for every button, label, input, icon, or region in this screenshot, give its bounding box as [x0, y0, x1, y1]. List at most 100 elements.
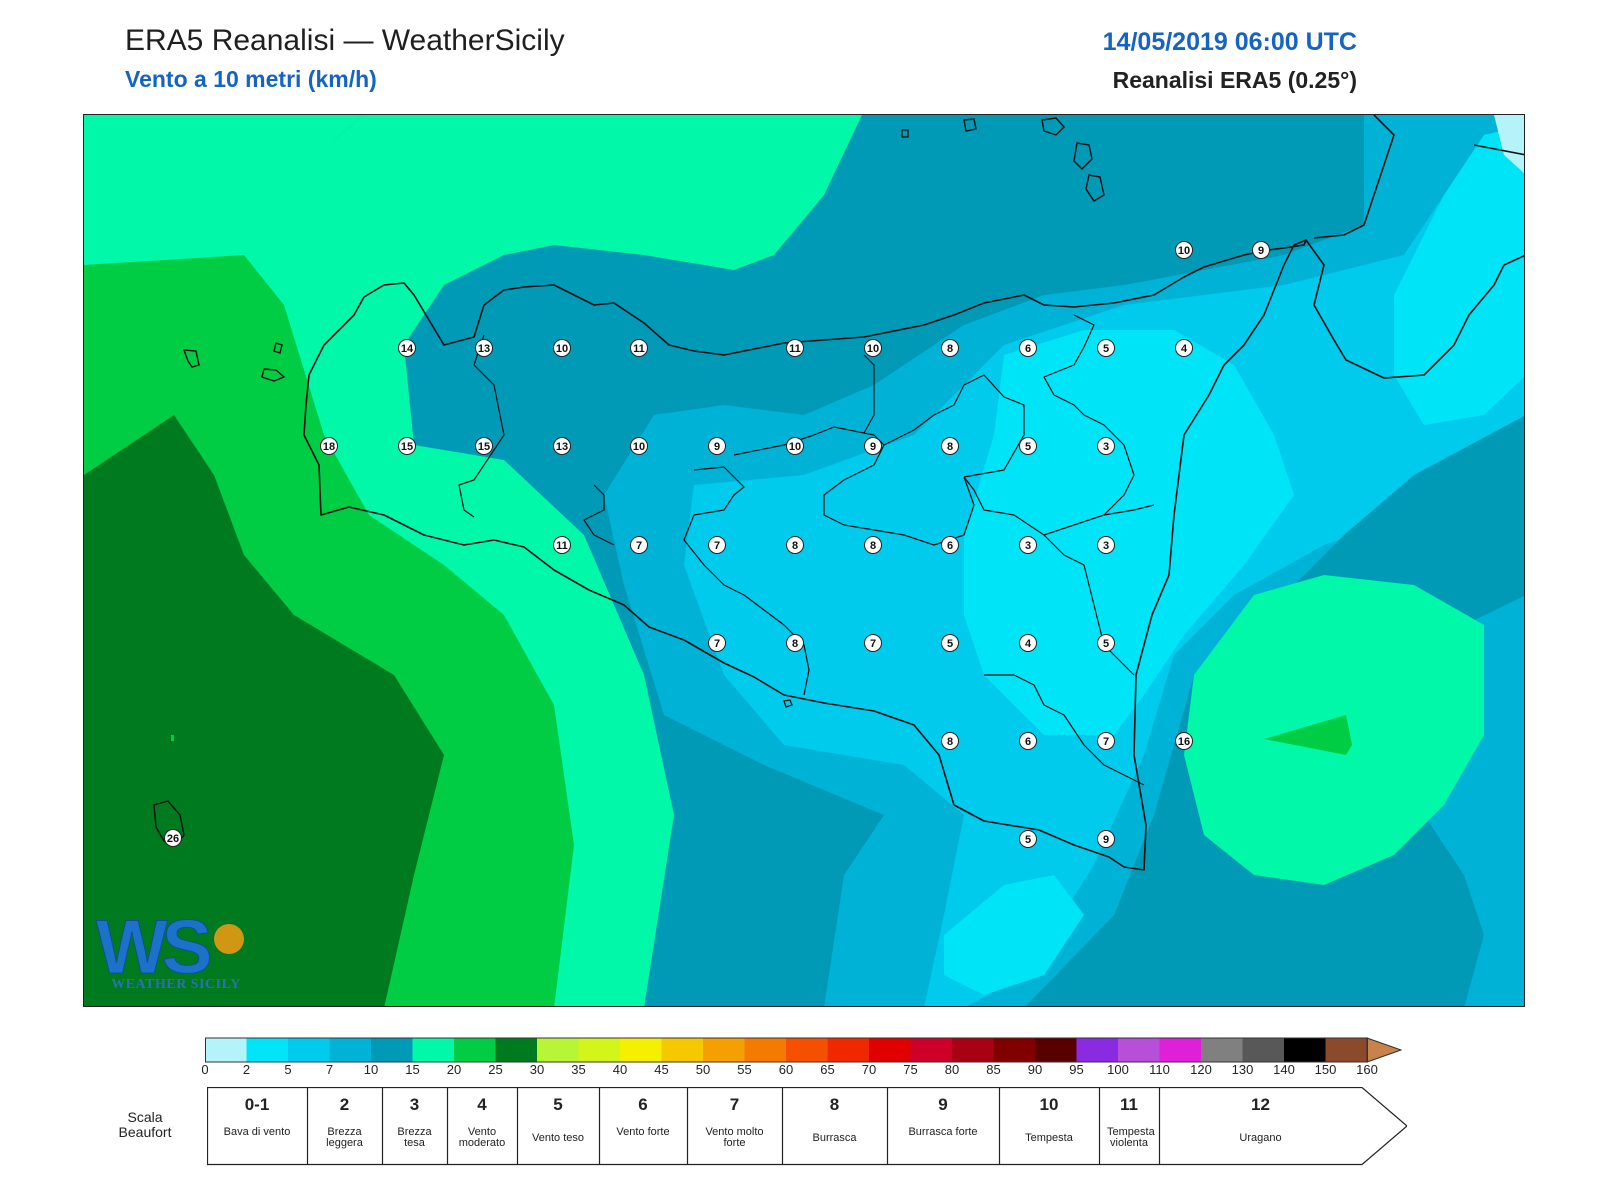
colorbar-tick-label: 50 [695, 1062, 711, 1077]
wind-speed-marker: 15 [398, 437, 416, 455]
wind-speed-marker: 3 [1019, 536, 1037, 554]
beaufort-description: Burrasca [812, 1132, 857, 1144]
contour-0-2-ne [1494, 115, 1524, 174]
wind-speed-value: 5 [947, 638, 953, 650]
wind-speed-marker: 13 [475, 339, 493, 357]
calabria-coastline [1305, 115, 1524, 379]
island-favignana [261, 342, 286, 382]
beaufort-description: Uragano [1239, 1132, 1282, 1144]
wind-speed-marker: 8 [941, 437, 959, 455]
wind-speed-marker: 8 [786, 634, 804, 652]
wind-speed-marker: 10 [630, 437, 648, 455]
colorbar-cell [620, 1038, 662, 1062]
wind-speed-value: 5 [1103, 343, 1109, 355]
colorbar-cell [1325, 1038, 1368, 1062]
wind-speed-marker: 7 [864, 634, 882, 652]
wind-speed-value: 6 [1025, 736, 1031, 748]
wind-speed-value: 7 [714, 540, 720, 552]
beaufort-label: Scala Beaufort [118, 1109, 172, 1140]
wind-speed-colorbar [205, 1037, 1403, 1063]
beaufort-cell: 4 Vento moderato [447, 1087, 517, 1164]
wind-speed-value: 5 [1025, 834, 1031, 846]
wind-speed-value: 8 [947, 343, 953, 355]
colorbar-tick-label: 35 [571, 1062, 586, 1077]
beaufort-number: 2 [339, 1095, 350, 1114]
beaufort-cell: 7 Vento molto forte [687, 1087, 782, 1164]
colorbar-tick-label: 15 [405, 1062, 420, 1077]
logo-sun [214, 924, 244, 954]
beaufort-cell: 10 Tempesta [999, 1087, 1099, 1164]
wind-speed-value: 10 [556, 343, 568, 355]
wind-speed-value: 18 [323, 441, 335, 453]
colorbar-tick-label: 5 [284, 1062, 292, 1077]
wind-speed-marker: 13 [553, 437, 571, 455]
wind-speed-marker: 6 [1019, 732, 1037, 750]
beaufort-number: 10 [1039, 1095, 1059, 1114]
wind-speed-value: 9 [1103, 834, 1109, 846]
colorbar-tick-label: 70 [861, 1062, 877, 1077]
beaufort-description: Vento teso [532, 1132, 584, 1144]
wind-speed-marker: 7 [1097, 732, 1115, 750]
colorbar-tick-label: 10 [363, 1062, 379, 1077]
colorbar-cell [1201, 1038, 1243, 1062]
colorbar-tick-label: 95 [1069, 1062, 1084, 1077]
colorbar-cell [288, 1038, 330, 1062]
beaufort-description: Vento molto forte [705, 1126, 764, 1149]
wind-speed-marker: 6 [1019, 339, 1037, 357]
colorbar-tick-label: 2 [242, 1062, 251, 1077]
colorbar-cell [537, 1038, 579, 1062]
wind-speed-value: 10 [789, 441, 801, 453]
colorbar-cell [454, 1038, 496, 1062]
beaufort-cell: 12 Uragano [1159, 1087, 1362, 1164]
wind-speed-value: 5 [1025, 441, 1031, 453]
colorbar-cell [744, 1038, 787, 1062]
beaufort-number: 4 [477, 1095, 487, 1114]
wind-speed-value: 10 [867, 343, 879, 355]
beaufort-description: Brezza leggera [326, 1126, 363, 1149]
wind-speed-marker: 5 [1097, 634, 1115, 652]
beaufort-number: 6 [638, 1095, 648, 1114]
islands-aeolian [963, 117, 1105, 202]
colorbar-cell [786, 1038, 828, 1062]
colorbar-cell [412, 1038, 455, 1062]
logo-letters: WS [96, 905, 210, 985]
wind-speed-value: 13 [478, 343, 490, 355]
colorbar-tick-label: 0 [201, 1062, 209, 1077]
beaufort-description: Brezza tesa [397, 1126, 432, 1149]
contour-20-25-ionian [1264, 715, 1352, 755]
wind-speed-value: 10 [1178, 245, 1190, 257]
province-borders [458, 314, 1155, 786]
colorbar-cell [1284, 1038, 1326, 1062]
wind-speed-value: 15 [401, 441, 413, 453]
wind-speed-value: 16 [1178, 736, 1190, 748]
wind-markers: 14 13 10 11 11 10 8 6 5 4 10 9 18 15 15 13 10 9 10 9 8 5 3 11 7 7… [164, 241, 1270, 848]
colorbar-tick-label: 25 [488, 1062, 503, 1077]
colorbar-cell [993, 1038, 1036, 1062]
wind-speed-value: 3 [1103, 540, 1109, 552]
wind-speed-value: 8 [792, 638, 798, 650]
colorbar-tick-label: 60 [778, 1062, 794, 1077]
wind-speed-marker: 7 [630, 536, 648, 554]
wind-speed-value: 4 [1025, 638, 1032, 650]
beaufort-number: 12 [1251, 1095, 1270, 1114]
beaufort-description: Burrasca forte [908, 1126, 978, 1138]
colorbar-tick-label: 7 [325, 1062, 334, 1077]
beaufort-cell: 0-1 Bava di vento [207, 1087, 307, 1164]
wind-speed-marker: 10 [553, 339, 571, 357]
map-title: ERA5 Reanalisi — WeatherSicily [125, 24, 565, 57]
colorbar-tick-label: 130 [1231, 1062, 1254, 1077]
beaufort-cell: 8 Burrasca [782, 1087, 887, 1164]
wind-speed-value: 13 [556, 441, 568, 453]
wind-speed-value: 9 [870, 441, 876, 453]
wind-speed-marker: 5 [1097, 339, 1115, 357]
wind-speed-marker: 8 [941, 339, 959, 357]
sicily-coastline [303, 239, 1307, 871]
wind-speed-value: 6 [947, 540, 953, 552]
colorbar-tick-label: 20 [446, 1062, 462, 1077]
beaufort-description: Bava di vento [223, 1126, 291, 1138]
colorbar-tick-label: 85 [986, 1062, 1001, 1077]
wind-speed-value: 3 [1103, 441, 1109, 453]
colorbar-tick-label: 110 [1149, 1062, 1170, 1077]
colorbar-cell [1242, 1038, 1285, 1062]
logo-caption: WEATHER SICILY [111, 977, 241, 992]
